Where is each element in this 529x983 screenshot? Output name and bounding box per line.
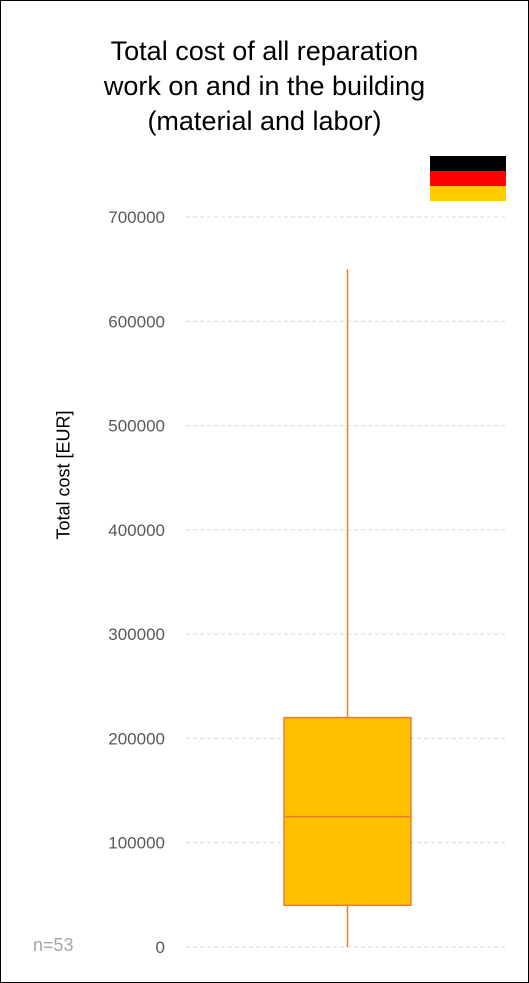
y-tick-label: 400000 — [108, 521, 165, 540]
flag-stripe-red — [430, 171, 506, 186]
y-tick-label: 500000 — [108, 417, 165, 436]
y-tick-label: 0 — [156, 938, 165, 957]
interquartile-box — [283, 716, 412, 907]
chart-title: Total cost of all reparation work on and… — [0, 34, 529, 139]
y-tick-label: 600000 — [108, 312, 165, 331]
chart-title-line-1: Total cost of all reparation — [110, 36, 419, 66]
y-tick-label: 700000 — [108, 208, 165, 227]
y-tick-label: 200000 — [108, 729, 165, 748]
chart-title-line-2: work on and in the building — [103, 71, 426, 101]
chart-title-line-3: (material and labor) — [147, 106, 382, 136]
germany-flag-icon — [430, 156, 506, 201]
y-tick-label: 300000 — [108, 625, 165, 644]
sample-size-label: n=53 — [33, 935, 74, 955]
flag-stripe-black — [430, 156, 506, 171]
flag-stripe-gold — [430, 186, 506, 201]
y-tick-label: 100000 — [108, 834, 165, 853]
y-axis-label: Total cost [EUR] — [53, 410, 74, 540]
